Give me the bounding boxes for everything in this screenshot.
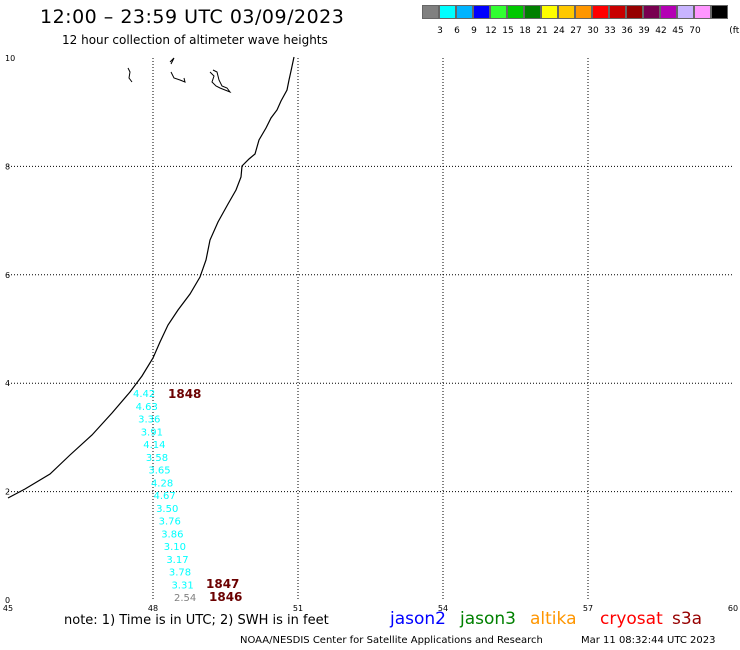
page-title: 12:00 – 23:59 UTC 03/09/2023 bbox=[40, 6, 345, 28]
color-swatch bbox=[524, 5, 541, 19]
color-scale-label: 6 bbox=[454, 26, 460, 36]
legend-jason3: jason3 bbox=[460, 609, 516, 629]
time-label-1847: 1847 bbox=[206, 577, 239, 591]
x-tick-label: 60 bbox=[728, 604, 738, 613]
legend-altika: altika bbox=[530, 609, 577, 629]
color-swatch bbox=[575, 5, 592, 19]
island-2 bbox=[169, 57, 175, 65]
x-tick-label: 57 bbox=[583, 604, 593, 613]
time-label-1848: 1848 bbox=[168, 387, 201, 401]
color-scale-label: 9 bbox=[471, 26, 477, 36]
color-swatch bbox=[711, 5, 728, 19]
coastline bbox=[7, 56, 295, 499]
color-swatch bbox=[694, 5, 711, 19]
island-4 bbox=[209, 69, 232, 94]
legend-jason2: jason2 bbox=[390, 609, 446, 629]
swh-value-label: 3.17 bbox=[166, 555, 188, 566]
color-scale-label: 42 bbox=[655, 26, 667, 36]
generated-timestamp: Mar 11 08:32:44 UTC 2023 bbox=[581, 635, 716, 646]
color-scale-label: 36 bbox=[621, 26, 633, 36]
color-scale-label: 33 bbox=[604, 26, 616, 36]
swh-value-label: 4.14 bbox=[143, 440, 165, 451]
y-tick-label: 4 bbox=[5, 379, 10, 388]
color-swatch bbox=[677, 5, 694, 19]
color-scale-label: 12 bbox=[485, 26, 497, 36]
color-scale-label: 30 bbox=[587, 26, 599, 36]
color-swatch bbox=[490, 5, 507, 19]
x-tick-label: 54 bbox=[438, 604, 448, 613]
swh-value-label: 3.78 bbox=[169, 568, 191, 579]
color-scale-label: 45 bbox=[672, 26, 684, 36]
color-swatch bbox=[643, 5, 660, 19]
color-swatch bbox=[660, 5, 677, 19]
color-scale-unit: (ft) bbox=[729, 26, 740, 36]
color-scale-label: 39 bbox=[638, 26, 650, 36]
color-scale-label: 70 bbox=[689, 26, 701, 36]
color-swatch bbox=[558, 5, 575, 19]
swh-value-label: 3.31 bbox=[171, 580, 193, 591]
color-scale-label: 24 bbox=[553, 26, 565, 36]
x-tick-label: 51 bbox=[293, 604, 303, 613]
color-scale-label: 21 bbox=[536, 26, 548, 36]
legend-cryosat: cryosat bbox=[600, 609, 663, 629]
swh-value-label: 3.86 bbox=[161, 529, 183, 540]
island-3 bbox=[170, 71, 186, 83]
color-swatch bbox=[592, 5, 609, 19]
y-tick-label: 10 bbox=[5, 54, 15, 63]
swh-value-label: 4.63 bbox=[136, 402, 158, 413]
color-swatch bbox=[626, 5, 643, 19]
color-swatch bbox=[507, 5, 524, 19]
swh-value-label: 3.58 bbox=[146, 453, 168, 464]
altimeter-track: 4.42 4.63 3.363.91 4.14 3.58 3.654.28 4.67 3.50… bbox=[133, 389, 196, 604]
y-tick-label: 0 bbox=[5, 596, 10, 605]
swh-value-label: 3.50 bbox=[156, 504, 178, 515]
swh-value-label: 4.67 bbox=[154, 491, 176, 502]
color-scale-label: 27 bbox=[570, 26, 582, 36]
swh-value-label: 3.36 bbox=[138, 415, 160, 426]
legend-s3a: s3a bbox=[672, 609, 703, 629]
y-tick-label: 6 bbox=[5, 271, 10, 280]
swh-value-label: 2.54 bbox=[174, 593, 196, 604]
color-scale-label: 3 bbox=[437, 26, 443, 36]
map-grid: 45 48 51 54 57 60 0 2 4 6 8 10 bbox=[3, 54, 738, 613]
color-scale-label: 15 bbox=[502, 26, 514, 36]
color-swatch bbox=[439, 5, 456, 19]
color-swatch bbox=[456, 5, 473, 19]
x-tick-label: 45 bbox=[3, 604, 13, 613]
color-scale-label: 18 bbox=[519, 26, 531, 36]
coastline-main bbox=[7, 56, 295, 499]
y-tick-label: 2 bbox=[5, 488, 10, 497]
color-swatch bbox=[541, 5, 558, 19]
color-swatch bbox=[473, 5, 490, 19]
swh-value-label: 3.65 bbox=[148, 466, 170, 477]
swh-value-label: 3.76 bbox=[159, 517, 181, 528]
page-subtitle: 12 hour collection of altimeter wave hei… bbox=[62, 33, 328, 47]
swh-value-label: 4.28 bbox=[151, 478, 173, 489]
swh-value-label: 3.10 bbox=[164, 542, 186, 553]
footnote: note: 1) Time is in UTC; 2) SWH is in fe… bbox=[64, 613, 329, 628]
color-swatch bbox=[422, 5, 439, 19]
island-1 bbox=[127, 67, 133, 83]
swh-value-label: 3.91 bbox=[141, 427, 163, 438]
y-tick-label: 8 bbox=[5, 162, 10, 171]
time-label-1846: 1846 bbox=[209, 590, 242, 604]
x-tick-label: 48 bbox=[148, 604, 158, 613]
color-swatch bbox=[609, 5, 626, 19]
swh-value-label: 4.42 bbox=[133, 389, 155, 400]
credit-line: NOAA/NESDIS Center for Satellite Applica… bbox=[240, 635, 543, 646]
